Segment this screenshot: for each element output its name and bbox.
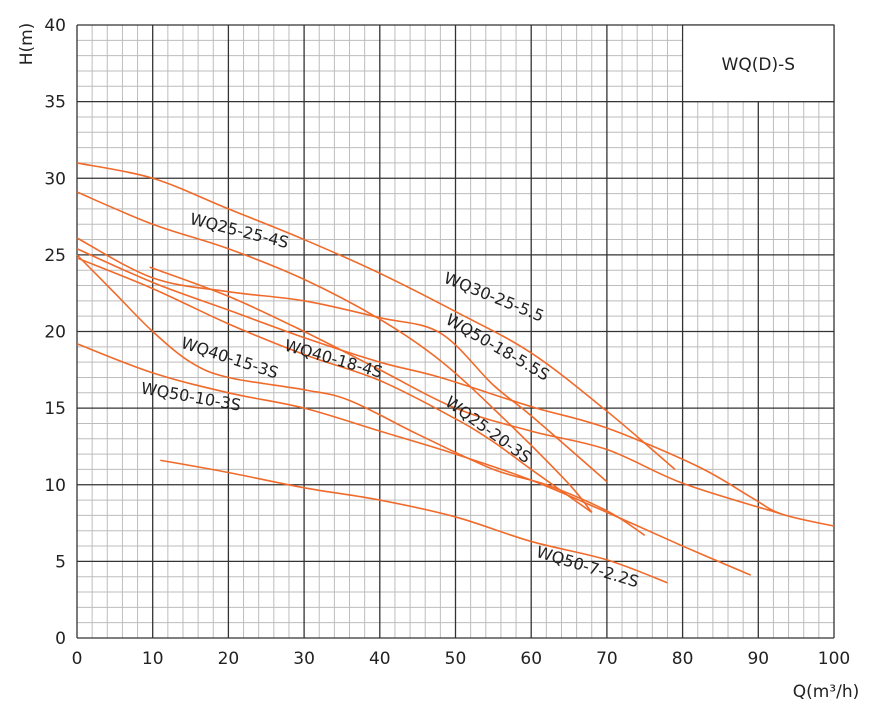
curve-wq40-15-3s — [76, 254, 646, 536]
curve-wq25-20-3s — [76, 257, 593, 513]
x-tick-label: 0 — [72, 649, 83, 669]
y-tick-label: 10 — [44, 476, 66, 496]
y-tick-label: 35 — [44, 93, 66, 113]
curve-label: WQ25-25-4S — [188, 209, 291, 252]
curve-series-3 — [76, 248, 835, 527]
y-tick-label: 25 — [44, 246, 66, 266]
y-tick-labels: 0 5 10 15 20 25 30 35 40 — [44, 16, 66, 649]
curve-label: WQ40-15-3S — [179, 333, 281, 382]
curve-label: WQ40-18-4S — [282, 336, 384, 382]
curve-wq50-7-2.2s — [160, 459, 668, 584]
y-axis-label: H(m) — [17, 23, 37, 66]
curve-wq50-18-5.5s — [76, 237, 608, 483]
curve-wq25-25-4s — [76, 191, 593, 513]
curve-wq40-18-4s — [149, 266, 782, 515]
x-axis-label: Q(m³/h) — [793, 682, 860, 702]
x-tick-label: 40 — [369, 649, 391, 669]
x-tick-label: 30 — [293, 649, 315, 669]
x-tick-label: 90 — [747, 649, 769, 669]
curve-labels: WQ30-25-5.5WQ25-25-4SWQ50-18-5.5SWQ40-18… — [140, 209, 642, 591]
curve-wq50-10-3s — [76, 343, 752, 576]
y-tick-label: 20 — [44, 323, 66, 343]
x-tick-label: 70 — [596, 649, 618, 669]
x-tick-label: 60 — [520, 649, 542, 669]
title-box: WQ(D)-S — [681, 24, 835, 103]
curve-wq30-25-5.5 — [76, 162, 676, 471]
x-tick-label: 50 — [445, 649, 467, 669]
y-tick-label: 15 — [44, 399, 66, 419]
chart-title: WQ(D)-S — [722, 55, 795, 75]
x-tick-label: 100 — [818, 649, 850, 669]
y-tick-label: 30 — [44, 169, 66, 189]
y-tick-label: 0 — [55, 629, 66, 649]
y-tick-label: 5 — [55, 552, 66, 572]
curves — [76, 162, 835, 584]
x-tick-labels: 0 10 20 30 40 50 60 70 80 90 100 — [72, 649, 851, 669]
x-tick-label: 80 — [672, 649, 694, 669]
x-tick-label: 10 — [142, 649, 164, 669]
x-tick-label: 20 — [218, 649, 240, 669]
y-tick-label: 40 — [44, 16, 66, 36]
